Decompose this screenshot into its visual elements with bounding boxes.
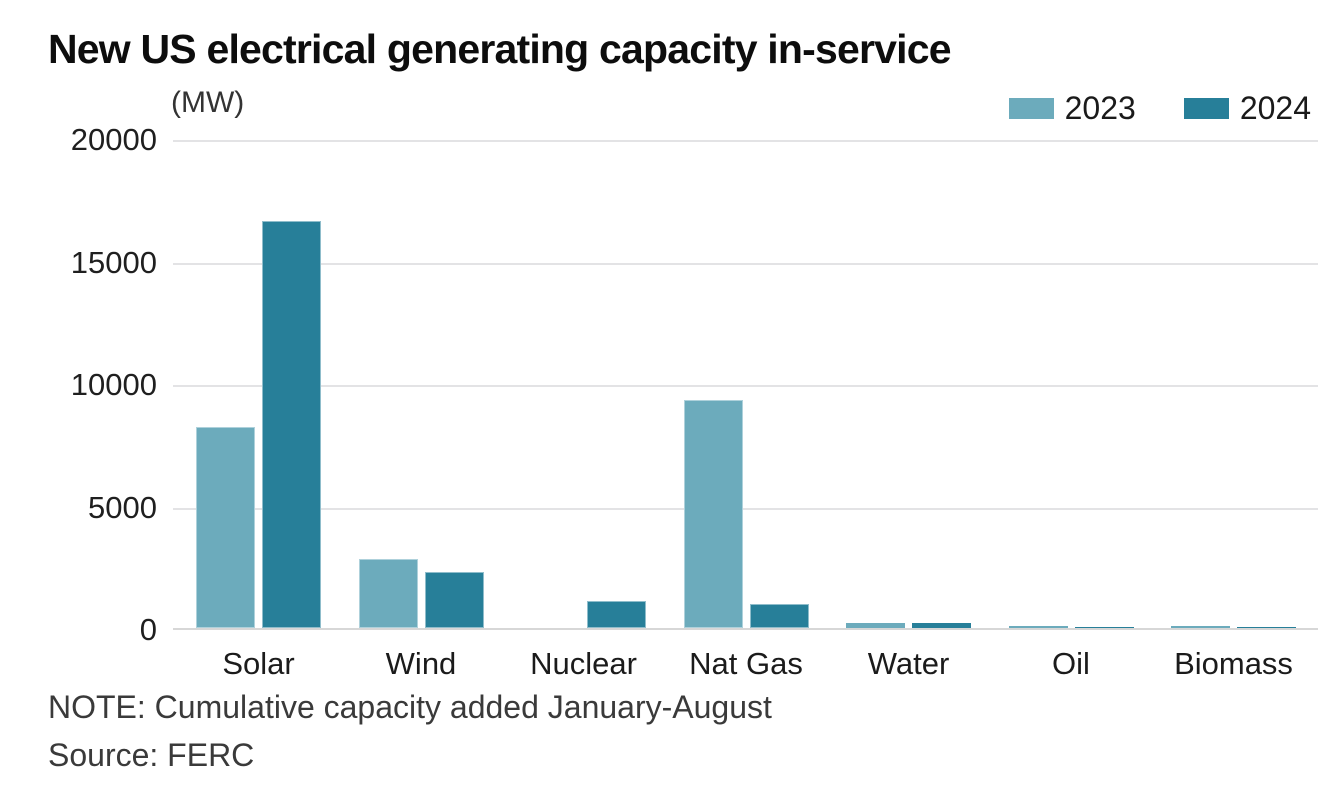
y-tick-label-5000: 5000 (88, 489, 157, 525)
x-category-label-biomass: Biomass (1174, 646, 1293, 681)
y-tick-label-10000: 10000 (70, 367, 157, 402)
gridline-5000 (173, 507, 1318, 510)
legend-item-2023: 2023 (1008, 90, 1136, 126)
x-category-label-solar: Solar (222, 646, 295, 681)
y-tick-label-0: 0 (139, 612, 157, 647)
source-text: Source: FERC (48, 737, 255, 773)
bar-solar-2024 (262, 221, 321, 628)
chart-title: New US electrical generating capacity in… (48, 26, 952, 72)
bar-biomass-2023 (1171, 626, 1230, 628)
legend-swatch-2023 (1008, 97, 1054, 119)
bar-nat-gas-2024 (749, 603, 809, 628)
y-tick-label-20000: 20000 (70, 122, 157, 157)
bar-nat-gas-2023 (683, 400, 743, 628)
bar-biomass-2024 (1237, 626, 1296, 628)
x-category-label-nuclear: Nuclear (530, 646, 637, 681)
gridline-20000 (173, 140, 1318, 142)
x-category-label-wind: Wind (385, 646, 457, 681)
x-category-label-nat-gas: Nat Gas (689, 646, 803, 681)
x-category-label-oil: Oil (1052, 646, 1090, 681)
y-tick-label-15000: 15000 (70, 244, 157, 280)
y-axis-unit-label: (MW) (171, 86, 245, 119)
gridline-10000 (173, 385, 1318, 387)
legend-label-2023: 2023 (1064, 90, 1136, 126)
note-text: NOTE: Cumulative capacity added January-… (48, 689, 772, 725)
legend: 2023 2024 (1008, 90, 1311, 126)
legend-item-2024: 2024 (1183, 90, 1311, 126)
legend-label-2024: 2024 (1239, 90, 1311, 126)
bar-solar-2023 (196, 427, 255, 628)
legend-swatch-2024 (1183, 97, 1229, 119)
bar-nuclear-2024 (587, 601, 646, 628)
bar-oil-2024 (1074, 626, 1134, 628)
bar-oil-2023 (1008, 626, 1068, 628)
bar-water-2023 (846, 623, 905, 628)
bar-wind-2023 (358, 559, 418, 628)
plot-area (173, 140, 1318, 630)
gridline-15000 (173, 262, 1318, 265)
x-category-label-water: Water (867, 646, 950, 681)
bar-wind-2024 (424, 571, 484, 628)
bar-water-2024 (912, 622, 971, 628)
